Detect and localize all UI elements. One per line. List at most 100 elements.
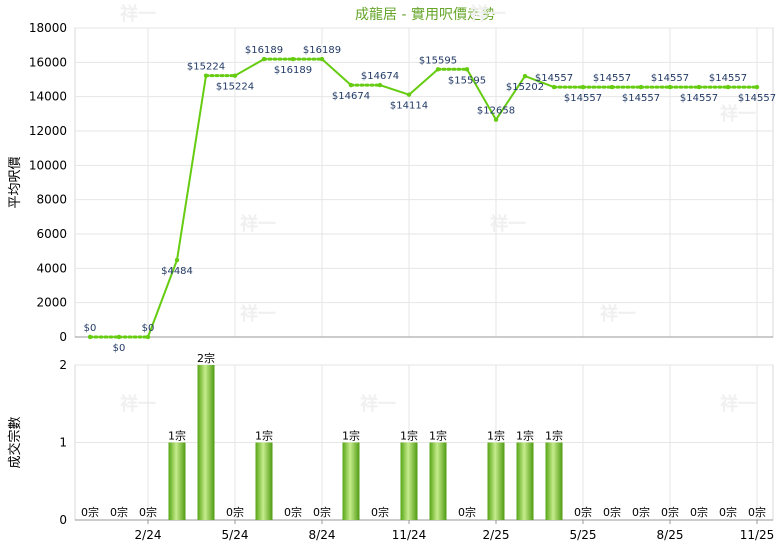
- line-segment: [524, 75, 555, 89]
- data-point: [638, 84, 644, 90]
- bar-label: 0宗: [574, 505, 592, 519]
- data-label: $14557: [738, 93, 776, 104]
- data-label: $15202: [506, 82, 544, 93]
- data-label: $14557: [709, 73, 747, 84]
- watermark-text: 祥一: [240, 213, 276, 235]
- data-label: $14674: [332, 91, 370, 102]
- bar-label: 1宗: [516, 429, 534, 443]
- data-label: $14674: [361, 71, 399, 82]
- data-point: [261, 56, 267, 62]
- y-tick-label: 4000: [36, 261, 67, 275]
- data-point: [667, 84, 673, 90]
- data-label: $16189: [274, 65, 312, 76]
- data-label: $15595: [448, 75, 486, 86]
- line-segment: [176, 74, 207, 262]
- data-point: [87, 334, 93, 340]
- bar-label: 0宗: [371, 505, 389, 519]
- watermark-text: 祥一: [120, 393, 156, 415]
- data-point: [551, 84, 557, 90]
- bar-label: 0宗: [719, 505, 737, 519]
- bar: [168, 442, 186, 520]
- bar: [487, 442, 505, 520]
- data-point: [145, 334, 151, 340]
- x-tick-label: 11/25: [740, 528, 775, 542]
- data-point: [290, 56, 296, 62]
- bar-label: 0宗: [313, 505, 331, 519]
- data-point: [464, 67, 470, 72]
- data-label: $15224: [187, 62, 225, 73]
- bar-label: 1宗: [255, 429, 273, 443]
- x-tick-label: 11/24: [392, 528, 427, 542]
- y-tick-label: 10000: [29, 158, 67, 172]
- data-label: $16189: [303, 45, 341, 56]
- data-point: [377, 82, 383, 88]
- data-label: $15595: [419, 55, 457, 66]
- line-segment: [466, 68, 497, 121]
- data-point: [232, 73, 238, 78]
- bar: [342, 442, 360, 520]
- line-segment: [234, 58, 265, 77]
- data-label: $14557: [564, 93, 602, 104]
- bar-label: 0宗: [284, 505, 302, 519]
- data-label: $14557: [535, 73, 573, 84]
- watermark-text: 祥一: [470, 3, 506, 25]
- x-tick-label: 2/25: [483, 528, 510, 542]
- y-tick-label: 18000: [29, 21, 67, 35]
- data-point: [116, 334, 122, 340]
- bar-label: 1宗: [168, 429, 186, 443]
- data-point: [493, 117, 499, 122]
- bar-label: 0宗: [661, 505, 679, 519]
- y-tick-label: 0: [59, 330, 67, 344]
- bar-label: 0宗: [81, 505, 99, 519]
- data-label: $14557: [680, 93, 718, 104]
- bar-label: 1宗: [400, 429, 418, 443]
- x-tick-label: 8/24: [309, 528, 336, 542]
- data-point: [319, 56, 325, 62]
- y-tick-label: 8000: [36, 193, 67, 207]
- data-point: [754, 84, 760, 90]
- watermark-text: 祥一: [360, 393, 396, 415]
- watermark-text: 祥一: [600, 303, 636, 325]
- bar-label: 0宗: [110, 505, 128, 519]
- data-point: [609, 84, 615, 90]
- data-point: [725, 84, 731, 90]
- data-point: [435, 67, 441, 72]
- y-axis-label: 成交宗數: [7, 416, 23, 468]
- line-segment: [379, 84, 410, 96]
- bar: [429, 442, 447, 520]
- watermark-text: 祥一: [720, 103, 756, 125]
- data-label: $14557: [622, 93, 660, 104]
- y-tick-label: 2000: [36, 296, 67, 310]
- data-label: $14557: [593, 73, 631, 84]
- data-point: [203, 73, 209, 78]
- y-tick-label: 6000: [36, 227, 67, 241]
- data-point: [348, 82, 354, 88]
- data-label: $14114: [390, 101, 428, 112]
- bar-label: 1宗: [487, 429, 505, 443]
- y-tick-label: 12000: [29, 124, 67, 138]
- x-tick-label: 5/24: [222, 528, 249, 542]
- data-label: $16189: [245, 45, 283, 56]
- line-segment: [408, 68, 439, 96]
- bar: [400, 442, 418, 520]
- data-label: $0: [142, 323, 155, 334]
- y-tick-label: 2: [59, 358, 67, 372]
- y-tick-label: 0: [59, 513, 67, 527]
- bar: [255, 442, 273, 520]
- line-segment: [147, 259, 178, 338]
- watermark-text: 祥一: [120, 3, 156, 25]
- x-tick-label: 2/24: [135, 528, 162, 542]
- data-point: [406, 92, 412, 97]
- watermark-text: 祥一: [490, 213, 526, 235]
- line-segment: [495, 75, 526, 121]
- line-segment: [321, 58, 352, 87]
- bar-label: 0宗: [226, 505, 244, 519]
- bar-label: 1宗: [429, 429, 447, 443]
- bar-label: 0宗: [632, 505, 650, 519]
- bar-label: 1宗: [545, 429, 563, 443]
- data-label: $14557: [651, 73, 689, 84]
- data-label: $15224: [216, 82, 254, 93]
- line-plot-area: [74, 27, 774, 338]
